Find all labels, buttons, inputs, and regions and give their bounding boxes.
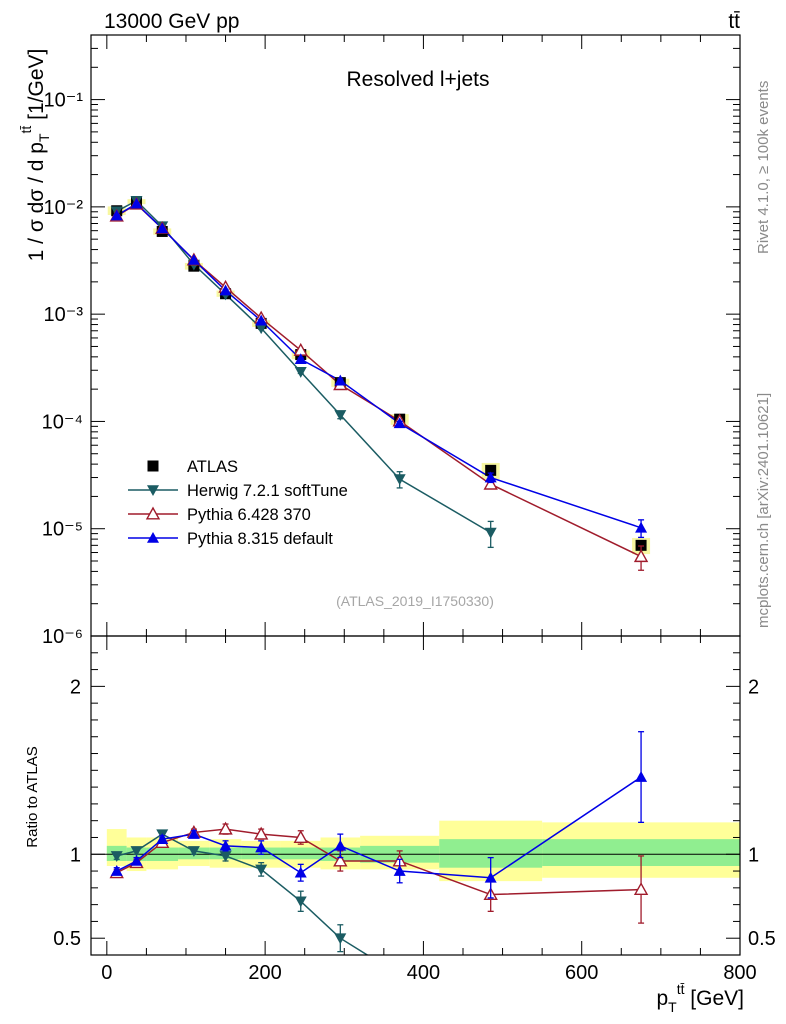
pythia-8-315-default-point [484, 471, 497, 483]
legend-marker [147, 460, 159, 472]
ratio-panel: 0.5 0.5 1 1 2 2 0 200 400 600 800 [53, 635, 776, 985]
ratio-pythia-8-315-default-point [187, 828, 200, 839]
pythia-8-315-default-line [116, 202, 642, 529]
ratio-y-tick-label-right: 2 [748, 676, 759, 698]
ratio-pythia-8-315-default-point [393, 865, 406, 876]
legend-entry-pythia-8-315-default: Pythia 8.315 default [128, 530, 333, 548]
ratio-ylabel: Ratio to ATLAS [24, 746, 41, 847]
ratio-pythia-8-315-default-point [334, 839, 347, 851]
legend-marker [145, 506, 161, 520]
pythia-8-315-default-point [393, 417, 406, 429]
atlas-point [635, 539, 647, 551]
legend-entry-atlas: ATLAS [147, 458, 238, 476]
pythia-8-315-default-point [294, 353, 307, 365]
y-tick-label: 10⁻³ [44, 304, 84, 326]
legend-label: Pythia 6.428 370 [187, 506, 311, 524]
ratio-pythia-6-428-370-point [218, 821, 233, 835]
svg-text:pTtt̄ [GeV]: pTtt̄ [GeV] [656, 981, 744, 1015]
x-tick-label: 800 [723, 962, 756, 984]
ratio-herwig-7-2-1-softtune-point [130, 846, 143, 857]
pythia-8-315-default-point [635, 521, 648, 533]
ratio-plot-area [91, 731, 740, 985]
herwig-7-2-1-softtune-point [393, 474, 406, 486]
ratio-pythia-6-428-370-point [633, 882, 649, 896]
ratio-herwig-7-2-1-softtune-point [255, 864, 268, 876]
xlabel: pTtt̄ [GeV] [656, 981, 744, 1015]
herwig-7-2-1-softtune-point [484, 527, 497, 539]
analysis-annotation: (ATLAS_2019_I1750330) [336, 593, 494, 609]
y-tick-label: 10⁻¹ [44, 90, 84, 112]
main-panel: 10⁻¹ 10⁻² 10⁻³ 10⁻⁴ 10⁻⁵ 10⁻⁶ [42, 34, 741, 648]
pythia-8-315-default-point [187, 253, 200, 265]
pythia-8-315-default-point [130, 197, 143, 209]
ratio-y-tick-label-right: 0.5 [748, 928, 776, 950]
y-tick-label: 10⁻⁶ [42, 626, 83, 648]
ratio-pythia-8-315-default-point [635, 771, 648, 782]
ratio-herwig-7-2-1-softtune-point [485, 974, 497, 985]
pythia-8-315-default-point [334, 374, 347, 386]
legend: ATLAS Herwig 7.2.1 softTune Pythia 6.428 3… [128, 458, 348, 548]
header-energy-label: 13000 GeV pp [104, 10, 239, 33]
header-process-label: tt̄ [728, 10, 740, 33]
herwig-7-2-1-softtune-line [116, 199, 492, 534]
legend-marker [147, 532, 159, 543]
pythia-6-428-370-point [483, 476, 498, 490]
ratio-herwig-7-2-1-softtune-point [394, 970, 406, 981]
ratio-inner-band [280, 847, 321, 860]
pythia-8-315-default-point [255, 314, 268, 326]
svg-text:1 / σ dσ / d pTtt̄ [1/GeV]: 1 / σ dσ / d pTtt̄ [1/GeV] [18, 49, 52, 262]
legend-entry-herwig-7-2-1-softtune: Herwig 7.2.1 softTune [128, 482, 348, 500]
ratio-herwig-7-2-1-softtune-point [110, 851, 123, 862]
herwig-7-2-1-softtune-point [334, 410, 347, 421]
y-tick-label: 10⁻⁵ [42, 519, 83, 541]
ratio-pythia-8-315-default-point [255, 841, 268, 853]
pythia-8-315-default-point [156, 222, 169, 234]
legend-entry-pythia-6-428-370: Pythia 6.428 370 [128, 506, 311, 524]
pythia-8-315-default-point [219, 284, 232, 296]
legend-label: Herwig 7.2.1 softTune [187, 482, 348, 500]
legend-label: Pythia 8.315 default [187, 530, 333, 548]
main-title: Resolved l+jets [347, 68, 490, 91]
ratio-herwig-7-2-1-softtune-line [116, 833, 369, 955]
ratio-y-tick-label: 0.5 [53, 928, 81, 950]
ratio-pythia-6-428-370-point [333, 853, 348, 867]
ratio-herwig-7-2-1-softtune-point [294, 896, 307, 908]
ratio-herwig-7-2-1-softtune-point [334, 933, 347, 945]
ratio-herwig-7-2-1-softtune-point [187, 846, 200, 857]
ratio-pythia-6-428-370-point [253, 826, 269, 840]
main-plot-area [107, 195, 651, 571]
ratio-y-tick-label: 2 [70, 676, 81, 698]
main-ylabel: 1 / σ dσ / d pTtt̄ [1/GeV] [18, 49, 52, 262]
ratio-y-tick-label: 1 [70, 844, 81, 866]
side-label-rivet: Rivet 4.1.0, ≥ 100k events [755, 81, 772, 254]
x-tick-label: 200 [248, 962, 281, 984]
y-tick-label: 10⁻² [44, 197, 84, 219]
y-tick-label: 10⁻⁴ [42, 411, 83, 433]
ratio-y-tick-label-right: 1 [748, 844, 759, 866]
pythia-8-315-default-point [110, 209, 123, 221]
ratio-pythia-8-315-default-point [156, 833, 169, 844]
pythia-6-428-370-point [633, 549, 649, 563]
ratio-pythia-8-315-default-point [130, 854, 143, 866]
ratio-herwig-7-2-1-softtune-point [219, 851, 232, 862]
ratio-pythia-8-315-default-point [294, 866, 307, 878]
herwig-7-2-1-softtune-point [255, 323, 268, 335]
legend-marker [147, 485, 159, 496]
ratio-pythia-8-315-default-point [110, 865, 123, 876]
x-tick-label: 0 [101, 962, 112, 984]
legend-label: ATLAS [187, 458, 238, 476]
ratio-pythia-6-428-370-point [293, 830, 308, 843]
x-tick-label: 600 [565, 962, 598, 984]
atlas-point [485, 464, 497, 476]
x-tick-label: 400 [407, 962, 440, 984]
side-label-mcplots: mcplots.cern.ch [arXiv:2401.10621] [755, 393, 772, 628]
ratio-frame [90, 635, 741, 956]
ratio-pythia-8-315-default-point [219, 839, 232, 851]
ratio-pythia-8-315-default-point [484, 871, 497, 883]
herwig-7-2-1-softtune-point [294, 367, 307, 378]
